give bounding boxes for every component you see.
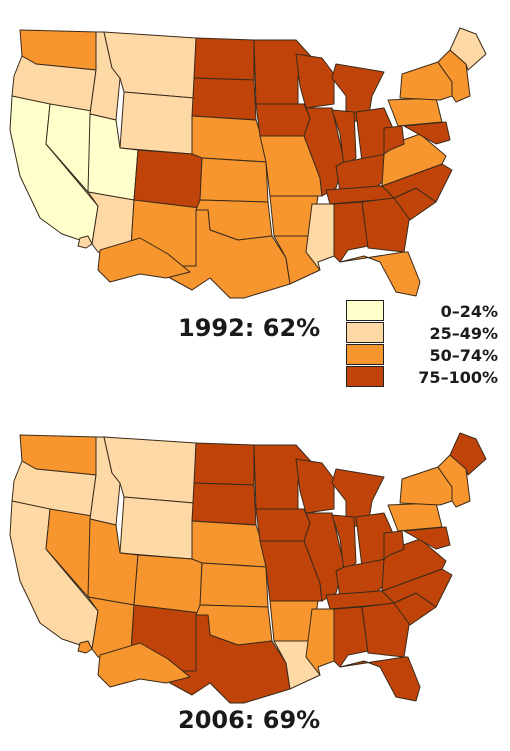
legend-label: 0–24% <box>440 302 498 321</box>
map-1992 <box>9 27 487 299</box>
state-me <box>449 432 487 476</box>
state-ga <box>361 197 411 253</box>
legend-item: 0–24% <box>346 300 498 322</box>
legend-label: 50–74% <box>429 346 498 365</box>
state-il <box>303 512 345 602</box>
state-hi <box>77 640 93 654</box>
state-ga <box>361 602 411 658</box>
state-sd <box>191 482 257 526</box>
state-fl <box>339 251 421 297</box>
state-hi <box>77 235 93 249</box>
legend-label: 25–49% <box>429 324 498 343</box>
state-pa <box>387 502 443 532</box>
state-ak <box>97 237 191 283</box>
map-1992-caption: 1992: 62% <box>178 314 321 342</box>
state-ks <box>199 562 269 608</box>
legend-swatch <box>346 366 384 387</box>
legend-item: 50–74% <box>346 344 498 366</box>
state-ne <box>191 115 267 163</box>
map-2006 <box>9 432 487 704</box>
state-wy <box>119 496 195 560</box>
state-wi <box>295 53 335 109</box>
state-fl <box>339 656 421 702</box>
state-ia <box>255 508 311 542</box>
state-wy <box>119 91 195 155</box>
legend-item: 25–49% <box>346 322 498 344</box>
state-wi <box>295 458 335 514</box>
state-ks <box>199 157 269 203</box>
state-pa <box>387 97 443 127</box>
state-sd <box>191 77 257 121</box>
legend-swatch <box>346 300 384 321</box>
state-me <box>449 27 487 71</box>
state-ak <box>97 642 191 688</box>
legend-label: 75–100% <box>418 368 498 387</box>
state-il <box>303 107 345 197</box>
state-nd <box>193 442 255 486</box>
state-co <box>133 149 203 209</box>
legend-swatch <box>346 344 384 365</box>
map-2006-caption: 2006: 69% <box>178 706 321 734</box>
state-md <box>403 526 451 550</box>
state-ne <box>191 520 267 568</box>
state-nd <box>193 37 255 81</box>
legend-item: 75–100% <box>346 366 498 388</box>
legend: 0–24% 25–49% 50–74% 75–100% <box>346 300 498 388</box>
state-ia <box>255 103 311 137</box>
state-md <box>403 121 451 145</box>
state-co <box>133 554 203 614</box>
legend-swatch <box>346 322 384 343</box>
